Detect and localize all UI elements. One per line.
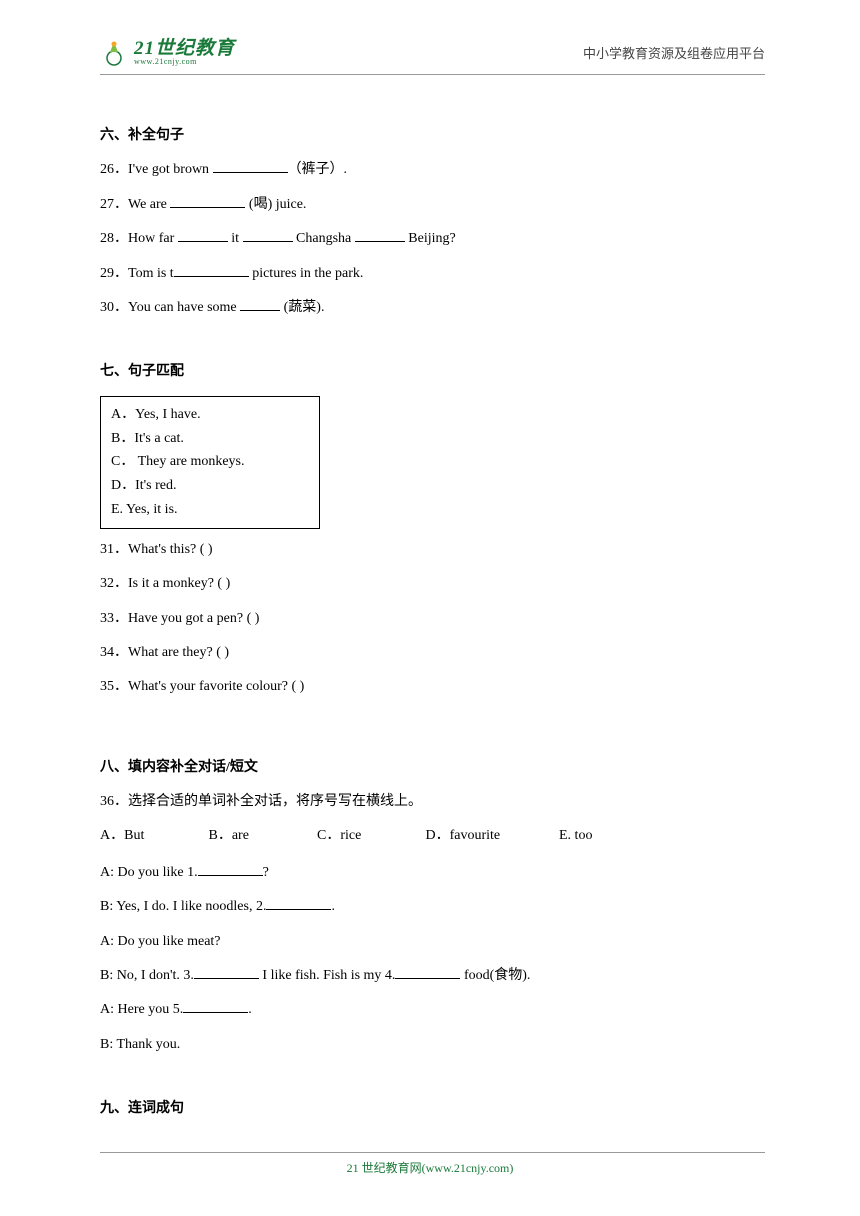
question-33: 33．Have you got a pen? ( )	[100, 608, 760, 630]
opt-b: B．It's a cat.	[111, 427, 309, 451]
blank[interactable]	[243, 228, 293, 242]
page-header: 21世纪教育 www.21cnjy.com 中小学教育资源及组卷应用平台	[0, 0, 860, 74]
q36-optB: B．are	[209, 825, 314, 847]
q28-t1: How far	[128, 231, 178, 246]
q33-num: 33．	[100, 611, 128, 626]
q36-l4b: I like fish. Fish is my 4.	[259, 968, 396, 983]
q36-line4: B: No, I don't. 3. I like fish. Fish is …	[100, 965, 760, 987]
blank[interactable]	[266, 896, 331, 910]
footer-text: 21 世纪教育网(www.21cnjy.com)	[0, 1159, 860, 1176]
q27-t1: We are	[128, 197, 170, 212]
q36-intro: 选择合适的单词补全对话，将序号写在横线上。	[128, 794, 422, 809]
q30-hint: (蔬菜).	[280, 300, 324, 315]
logo-main-text: 21世纪教育	[134, 39, 235, 58]
opt-a: A．Yes, I have.	[111, 403, 309, 427]
q30-num: 30．	[100, 300, 128, 315]
q36-l1a: A: Do you like 1.	[100, 865, 198, 880]
question-31: 31．What's this? ( )	[100, 539, 760, 561]
q28-t4: Beijing?	[405, 231, 456, 246]
blank[interactable]	[170, 194, 245, 208]
blank[interactable]	[174, 263, 249, 277]
q34-text: What are they? ( )	[128, 645, 229, 660]
q28-t2: it	[228, 231, 243, 246]
q36-l5a: A: Here you 5.	[100, 1002, 183, 1017]
q36-l4a: B: No, I don't. 3.	[100, 968, 194, 983]
q31-num: 31．	[100, 542, 128, 557]
blank[interactable]	[355, 228, 405, 242]
q36-optA: A．But	[100, 825, 205, 847]
q36-l3: A: Do you like meat?	[100, 934, 221, 949]
q36-optE: E. too	[559, 825, 619, 847]
q35-num: 35．	[100, 679, 128, 694]
q35-text: What's your favorite colour? ( )	[128, 679, 304, 694]
question-30: 30．You can have some (蔬菜).	[100, 297, 760, 319]
content-area: 六、补全句子 26．I've got brown （裤子）. 27．We are…	[0, 75, 860, 1121]
q26-hint: （裤子）.	[288, 162, 348, 177]
q36-line1: A: Do you like 1.?	[100, 862, 760, 884]
q32-text: Is it a monkey? ( )	[128, 576, 230, 591]
q36-num: 36．	[100, 794, 128, 809]
q30-t1: You can have some	[128, 300, 240, 315]
q36-l6: B: Thank you.	[100, 1037, 180, 1052]
question-28: 28．How far it Changsha Beijing?	[100, 228, 760, 250]
q34-num: 34．	[100, 645, 128, 660]
logo-icon	[100, 38, 128, 66]
q31-text: What's this? ( )	[128, 542, 213, 557]
opt-c: C． They are monkeys.	[111, 450, 309, 474]
logo-text: 21世纪教育 www.21cnjy.com	[134, 39, 235, 66]
q36-optC: C．rice	[317, 825, 422, 847]
blank[interactable]	[194, 965, 259, 979]
q29-t2: pictures in the park.	[249, 266, 364, 281]
q27-hint: (喝) juice.	[245, 197, 306, 212]
question-36-intro: 36．选择合适的单词补全对话，将序号写在横线上。	[100, 791, 760, 813]
q28-t3: Changsha	[293, 231, 355, 246]
footer-rule	[100, 1152, 765, 1153]
question-29: 29．Tom is t pictures in the park.	[100, 263, 760, 285]
q36-l2a: B: Yes, I do. I like noodles, 2.	[100, 899, 266, 914]
section-9-title: 九、连词成句	[100, 1098, 760, 1120]
q29-num: 29．	[100, 266, 128, 281]
q33-text: Have you got a pen? ( )	[128, 611, 259, 626]
q32-num: 32．	[100, 576, 128, 591]
opt-e: E. Yes, it is.	[111, 498, 309, 522]
section-7-title: 七、句子匹配	[100, 361, 760, 383]
blank[interactable]	[198, 862, 263, 876]
q27-num: 27．	[100, 197, 128, 212]
question-35: 35．What's your favorite colour? ( )	[100, 676, 760, 698]
q26-t1: I've got brown	[128, 162, 213, 177]
question-26: 26．I've got brown （裤子）.	[100, 159, 760, 181]
q26-num: 26．	[100, 162, 128, 177]
logo: 21世纪教育 www.21cnjy.com	[100, 38, 235, 66]
question-32: 32．Is it a monkey? ( )	[100, 573, 760, 595]
q36-line6: B: Thank you.	[100, 1034, 760, 1056]
q36-options: A．But B．are C．rice D．favourite E. too	[100, 825, 760, 847]
opt-d: D．It's red.	[111, 474, 309, 498]
section-8-title: 八、填内容补全对话/短文	[100, 757, 760, 779]
question-27: 27．We are (喝) juice.	[100, 194, 760, 216]
question-34: 34．What are they? ( )	[100, 642, 760, 664]
q28-num: 28．	[100, 231, 128, 246]
q29-t1: Tom is t	[128, 266, 174, 281]
blank[interactable]	[183, 999, 248, 1013]
q36-l5b: .	[248, 1002, 252, 1017]
blank[interactable]	[178, 228, 228, 242]
match-options-box: A．Yes, I have. B．It's a cat. C． They are…	[100, 396, 320, 529]
logo-sub-text: www.21cnjy.com	[134, 58, 235, 66]
blank[interactable]	[395, 965, 460, 979]
blank[interactable]	[240, 297, 280, 311]
blank[interactable]	[213, 159, 288, 173]
q36-l2b: .	[331, 899, 335, 914]
q36-line5: A: Here you 5..	[100, 999, 760, 1021]
q36-l1b: ?	[263, 865, 269, 880]
page-footer: 21 世纪教育网(www.21cnjy.com)	[0, 1152, 860, 1176]
q36-line2: B: Yes, I do. I like noodles, 2..	[100, 896, 760, 918]
header-right-text: 中小学教育资源及组卷应用平台	[583, 43, 765, 62]
q36-optD: D．favourite	[426, 825, 556, 847]
q36-l4c: food(食物).	[460, 968, 530, 983]
section-6-title: 六、补全句子	[100, 125, 760, 147]
q36-line3: A: Do you like meat?	[100, 931, 760, 953]
